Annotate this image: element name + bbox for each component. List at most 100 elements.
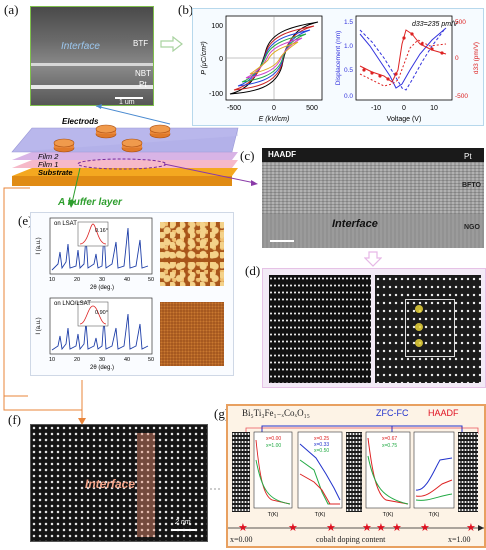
stack-electrodes-label: Electrods (62, 117, 99, 126)
arrow-c-to-d (364, 251, 382, 267)
panel-c-tem-image: HAADF Pt BFTO NGO Interface (262, 148, 484, 248)
e-bottom-inset-value: 0.90° (95, 310, 108, 316)
panel-a-label: (a) (4, 2, 19, 17)
stack-film2-label: Film 2 (38, 152, 59, 161)
e-bottom-xtick-1: 20 (74, 357, 80, 363)
g-haadf-label: HAADF (428, 408, 459, 418)
panel-c-haadf-label: HAADF (268, 150, 296, 159)
panel-d-defect-marker-1 (415, 305, 423, 313)
b-right-xtick-1: 0 (402, 105, 406, 112)
g-axis-t-2: T(K) (315, 512, 326, 518)
panel-d-frame (262, 268, 486, 388)
panel-f-scale-label: 2 nm (175, 519, 191, 526)
b-right-xlabel: Voltage (V) (387, 116, 422, 123)
panel-e-afm-top (160, 222, 224, 286)
layer-stack-diagram: Electrods Film 2 Film 1 Substrate (11, 117, 239, 186)
g-bracket-lines (228, 425, 484, 531)
panel-c-bfto-label: BFTO (462, 182, 481, 189)
b-left-ytick-100: 100 (211, 23, 223, 30)
b-right-ytick-r2: -500 (455, 93, 468, 100)
b-left-ytick-neg100: -100 (209, 91, 223, 98)
panel-a-interface-label: Interface (61, 41, 100, 52)
panel-e-label: (e) (18, 213, 33, 228)
g-right-end-label: x=1.00 (448, 535, 471, 544)
g-legend3-0: x=0.67 (382, 436, 397, 442)
b-right-ytick-l0: 1.5 (344, 19, 353, 26)
g-star: ★ (288, 522, 298, 534)
panel-c-ngo-label: NGO (464, 224, 480, 231)
g-plot-4: T(K) (413, 431, 455, 518)
b-right-xtick-2: 10 (430, 105, 438, 112)
b-right-ytick-l1: 1.0 (344, 43, 353, 50)
g-star: ★ (420, 522, 430, 534)
g-left-end-label: x=0.00 (230, 535, 253, 544)
panel-d-defect-marker-2 (415, 323, 423, 331)
g-legend1-1: x=1.00 (266, 443, 281, 449)
panel-c-label: (c) (240, 148, 255, 163)
b-right-ytick-l3: 0.0 (344, 93, 353, 100)
e-bottom-xtick-0: 10 (49, 357, 55, 363)
b-right-ytick-r0: 500 (455, 19, 466, 26)
panel-f-scale-bar (171, 529, 197, 531)
panel-b-butterfly-plot: d33=235 pm/V 1.5 1.0 0.5 0.0 500 0 -500 … (335, 15, 480, 123)
b-right-ytick-r1: 0 (455, 55, 459, 62)
b-left-xlabel: E (kV/cm) (259, 116, 290, 123)
panel-a-layer-btf: BTF (133, 39, 149, 48)
panel-d-left-image (269, 275, 371, 383)
g-star: ★ (466, 522, 476, 534)
panel-e-xrd-bottom: on LNO/LSAT 0.90° 10 20 30 40 50 2θ (deg… (36, 297, 154, 371)
panel-a-scale-bar (115, 97, 143, 99)
panel-d-defect-marker-3 (415, 339, 423, 347)
e-bottom-ylabel: I (a.u.) (36, 317, 42, 334)
panel-f-label: (f) (8, 412, 21, 427)
panel-c-pt-label: Pt (464, 152, 472, 161)
e-bottom-xtick-3: 40 (124, 357, 130, 363)
e-top-title: on LSAT (54, 221, 77, 227)
panel-a-layer-nbt: NBT (135, 69, 151, 78)
g-star-row: ★ ★ ★ ★ ★ ★ ★ ★ (226, 521, 486, 535)
g-haadf-strip-3 (458, 432, 478, 512)
panel-a-sem-image: Interface BTF NBT Pt 1 um (30, 6, 154, 106)
b-right-ytick-l2: 0.5 (344, 67, 353, 74)
e-bottom-xtick-4: 50 (148, 357, 154, 363)
g-legend3-1: x=0.75 (382, 443, 397, 449)
e-top-xlabel: 2θ (deg.) (90, 285, 114, 291)
g-star: ★ (326, 522, 336, 534)
e-bottom-xlabel: 2θ (deg.) (90, 365, 114, 371)
panel-f-stem-image: Interface 2 nm (30, 424, 208, 542)
panel-b-label: (b) (178, 2, 194, 17)
g-star: ★ (362, 522, 372, 534)
g-plot-1: x=0.00 x=1.00 T(K) (253, 431, 293, 518)
b-left-xtick-neg500: -500 (227, 105, 241, 112)
panel-d-label: (d) (245, 263, 261, 278)
e-bottom-xtick-2: 30 (99, 357, 105, 363)
panel-g-label: (g) (214, 406, 230, 421)
g-haadf-strip-1 (232, 432, 250, 512)
panel-a-scale-label: 1 um (119, 99, 135, 106)
e-top-ylabel: I (a.u.) (36, 237, 42, 254)
arrow-a-to-b (160, 36, 183, 52)
panel-e-xrd-top: on LSAT 0.16° 10 20 30 40 50 2θ (deg.) I… (36, 217, 154, 291)
e-top-xtick-2: 30 (99, 277, 105, 283)
panel-c-interface-label: Interface (332, 218, 378, 230)
g-axis-t-3: T(K) (383, 512, 394, 518)
g-legend1-0: x=0.00 (266, 436, 281, 442)
g-axis-t-4: T(K) (429, 512, 440, 518)
e-bottom-title: on LNO/LSAT (54, 301, 91, 307)
panel-b-hysteresis-plot: 100 0 -100 -500 0 500 E (kV/cm) P (μC/cm… (201, 15, 323, 123)
b-right-d33-note: d33=235 pm/V (412, 21, 459, 28)
b-left-xtick-0: 0 (272, 105, 276, 112)
panel-f-interface-label: Interface (85, 477, 136, 491)
g-star: ★ (238, 522, 248, 534)
stack-substrate-label: Substrate (38, 168, 73, 177)
g-center-label: cobalt doping content (316, 535, 386, 544)
g-star: ★ (392, 522, 402, 534)
g-axis-t-1: T(K) (268, 512, 279, 518)
g-legend2-0: x=0.25 (314, 436, 329, 442)
g-zfc-label: ZFC-FC (376, 408, 409, 418)
g-legend2-1: x=0.33 (314, 442, 329, 448)
b-left-ytick-0: 0 (219, 56, 223, 63)
panel-e-afm-bottom (160, 302, 224, 366)
panel-a-layer-pt: Pt (139, 80, 147, 89)
e-top-xtick-0: 10 (49, 277, 55, 283)
